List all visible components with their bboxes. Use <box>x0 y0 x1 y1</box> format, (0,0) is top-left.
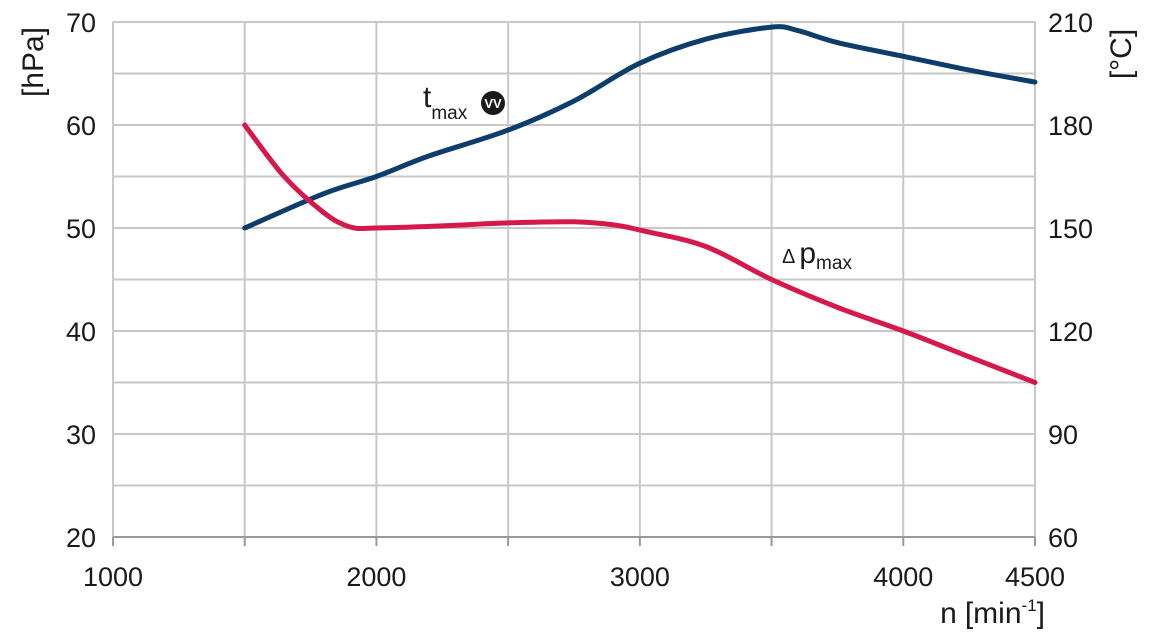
x-axis-title-close: ] <box>1037 597 1045 630</box>
x-axis-title-var: n <box>940 597 957 630</box>
y-left-tick-label: 30 <box>66 420 96 450</box>
vv-badge-icon <box>481 91 505 115</box>
x-tick-label: 2000 <box>346 562 406 592</box>
y-right-axis-title: [°C] <box>1105 29 1138 79</box>
x-tick-label: 4500 <box>1005 562 1065 592</box>
x-axis-title-exponent: -1 <box>1022 596 1037 615</box>
tick-labels: 1000 2000 3000 4000 4500 20 30 40 50 60 70 60 90 120 1… <box>66 8 1093 592</box>
vv-badge-text: VV <box>484 96 502 111</box>
x-axis-title-unit: [min <box>965 597 1022 630</box>
y-right-tick-label: 120 <box>1048 317 1093 347</box>
y-left-tick-label: 50 <box>66 214 96 244</box>
y-left-tick-label: 70 <box>66 8 96 38</box>
grid-lines <box>112 21 1036 546</box>
series-line-delta-p-max <box>242 122 1038 385</box>
x-axis-title: n [min-1] <box>940 596 1045 630</box>
series-label-t-max: tmax VV <box>423 81 505 124</box>
y-right-tick-label: 60 <box>1048 523 1078 553</box>
series-lines <box>242 24 1038 385</box>
y-left-tick-label: 60 <box>66 111 96 141</box>
y-left-axis-title: [hPa] <box>17 27 50 97</box>
y-right-tick-label: 180 <box>1048 111 1093 141</box>
series-label-t-max-text: tmax <box>423 81 468 124</box>
x-tick-label: 3000 <box>610 562 670 592</box>
y-right-tick-label: 150 <box>1048 214 1093 244</box>
x-tick-label: 1000 <box>83 562 143 592</box>
y-right-tick-label: 90 <box>1048 420 1078 450</box>
y-left-tick-label: 20 <box>66 523 96 553</box>
x-tick-label: 4000 <box>873 562 933 592</box>
y-right-tick-label: 210 <box>1048 8 1093 38</box>
series-line-t-max <box>242 24 1038 231</box>
y-left-tick-label: 40 <box>66 317 96 347</box>
